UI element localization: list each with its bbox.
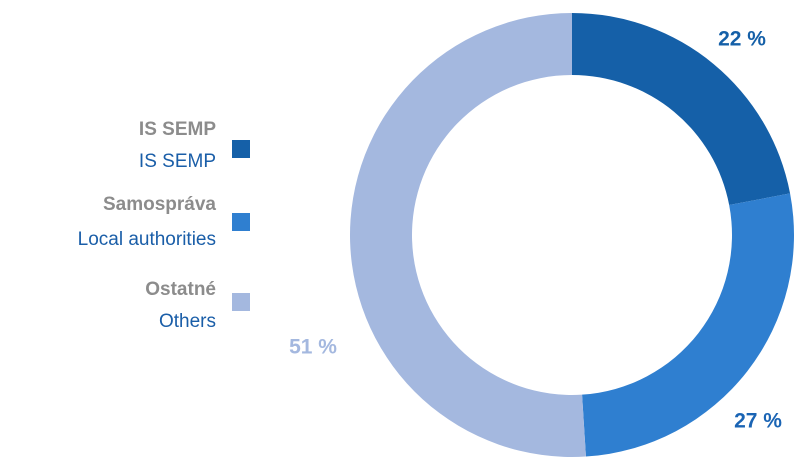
value-label: 22 % [718, 28, 766, 51]
value-label: 51 % [289, 336, 337, 359]
donut-slice [582, 193, 794, 457]
legend-swatch [232, 213, 250, 231]
legend-label-en: Others [159, 311, 216, 332]
legend-label-en: Local authorities [78, 229, 216, 250]
legend-label-en: IS SEMP [139, 151, 216, 172]
legend-label: Ostatné [145, 279, 216, 300]
donut-slice [572, 13, 791, 206]
donut-slice [349, 13, 586, 457]
legend-swatch [232, 140, 250, 158]
legend-label: Samospráva [103, 194, 216, 215]
legend-swatch [232, 293, 250, 311]
legend-label: IS SEMP [139, 119, 216, 140]
value-label: 27 % [734, 410, 782, 433]
